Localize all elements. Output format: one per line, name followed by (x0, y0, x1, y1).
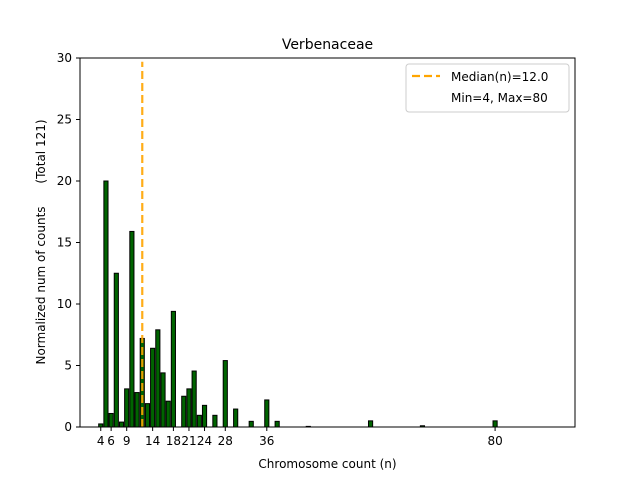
bar-n-22 (191, 370, 197, 428)
x-axis-label: Chromosome count (n) (258, 457, 396, 471)
bar-n-21 (186, 388, 192, 428)
bar-n-26 (212, 414, 218, 428)
x-tick-label: 14 (145, 434, 160, 448)
x-tick-label: 6 (107, 434, 115, 448)
x-tick-label: 18 (166, 434, 181, 448)
bar-n-20 (181, 395, 187, 428)
bar-n-30 (233, 408, 239, 428)
bar-n-36 (264, 399, 270, 428)
x-tick-label: 36 (259, 434, 274, 448)
y-tick-label: 5 (64, 359, 72, 373)
bar-n-11 (134, 392, 140, 428)
legend-box (405, 63, 570, 113)
bar-n-8 (118, 421, 125, 428)
bar-n-18 (170, 310, 176, 428)
y-tick-label: 10 (57, 297, 72, 311)
bar-n-38 (274, 420, 280, 428)
legend-entry-minmax: Min=4, Max=80 (451, 91, 548, 105)
legend: Median(n)=12.0 Min=4, Max=80 (405, 63, 570, 113)
bar-n-7 (113, 272, 119, 428)
x-tick-label: 9 (123, 434, 131, 448)
y-tick-label: 0 (64, 420, 72, 434)
bar-n-56 (367, 420, 374, 428)
bar-n-33 (248, 420, 254, 428)
bar-n-28 (222, 360, 228, 428)
y-tick-label: 15 (57, 236, 72, 250)
y-tick-label: 30 (57, 51, 72, 65)
bar-n-6 (108, 412, 114, 428)
y-tick-label: 25 (57, 113, 72, 127)
y-axis-label: Normalized num of counts (Total 121) (34, 119, 48, 364)
bar-n-17 (165, 400, 171, 428)
y-tick-label: 20 (57, 174, 72, 188)
bar-n-13 (144, 403, 151, 428)
legend-entry-median: Median(n)=12.0 (451, 70, 548, 84)
bar-n-10 (129, 230, 135, 428)
bar-n-14 (150, 347, 156, 428)
x-tick-label: 24 (197, 434, 212, 448)
bar-n-24 (201, 404, 208, 428)
x-axis-ticks: 4 6 9 14 18 21 24 28 36 80 (97, 427, 503, 448)
chart-title: Verbenaceae (282, 37, 373, 53)
bar-n-9 (124, 388, 130, 428)
bar-n-80 (492, 420, 498, 428)
y-axis-ticks: 0 5 10 15 20 25 30 (57, 51, 80, 434)
x-tick-label: 21 (181, 434, 196, 448)
x-tick-label: 4 (97, 434, 105, 448)
bar-n-23 (196, 414, 202, 428)
x-tick-label: 80 (487, 434, 502, 448)
bars (98, 180, 498, 428)
bar-n-16 (160, 372, 166, 428)
x-tick-label: 28 (218, 434, 233, 448)
bar-n-15 (155, 329, 161, 428)
bar-n-5 (103, 180, 109, 428)
